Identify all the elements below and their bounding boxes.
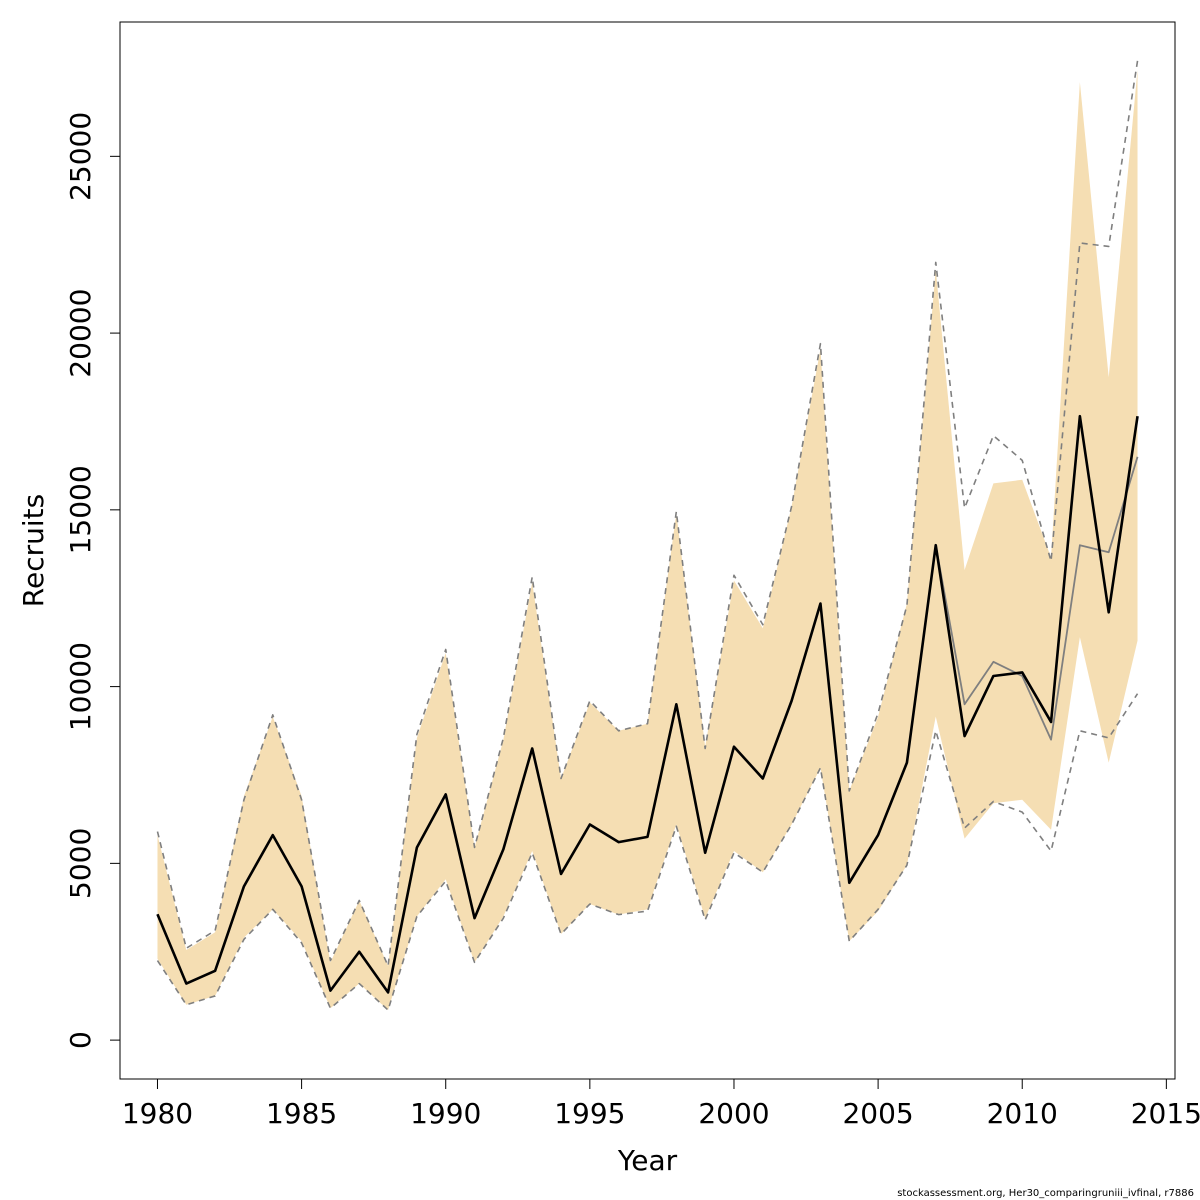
- x-tick-label: 2010: [987, 1097, 1058, 1130]
- x-tick-label: 2005: [842, 1097, 913, 1130]
- confidence-band: [157, 69, 1138, 1011]
- x-tick-label: 1985: [266, 1097, 337, 1130]
- footer-source-text: stockassessment.org, Her30_comparingruni…: [897, 1188, 1194, 1199]
- x-tick-label: 1980: [122, 1097, 193, 1130]
- series-line-estimate: [156, 414, 1139, 994]
- series-line-layer: [156, 60, 1139, 1011]
- y-tick-label: 25000: [64, 112, 97, 201]
- y-tick-label: 0: [64, 1031, 97, 1049]
- y-tick-label: 10000: [64, 642, 97, 731]
- x-tick-label: 1995: [554, 1097, 625, 1130]
- confidence-band-layer: [157, 69, 1138, 1011]
- x-tick-label: 2000: [698, 1097, 769, 1130]
- series-line-comparison-upper: [156, 60, 1139, 967]
- y-tick-label: 20000: [64, 289, 97, 378]
- x-tick-label: 1990: [410, 1097, 481, 1130]
- x-axis-label: Year: [617, 1144, 678, 1177]
- y-tick-label: 15000: [64, 465, 97, 554]
- series-line-comparison-lower: [156, 693, 1139, 1011]
- y-axis: 0 5000 10000 15000 20000 25000: [64, 112, 121, 1049]
- y-axis-label: Recruits: [17, 494, 50, 607]
- y-tick-label: 5000: [64, 828, 97, 899]
- x-tick-label: 2015: [1131, 1097, 1200, 1130]
- x-axis: 1980 1985 1990 1995 2000 2005 2010 2015: [122, 1078, 1200, 1130]
